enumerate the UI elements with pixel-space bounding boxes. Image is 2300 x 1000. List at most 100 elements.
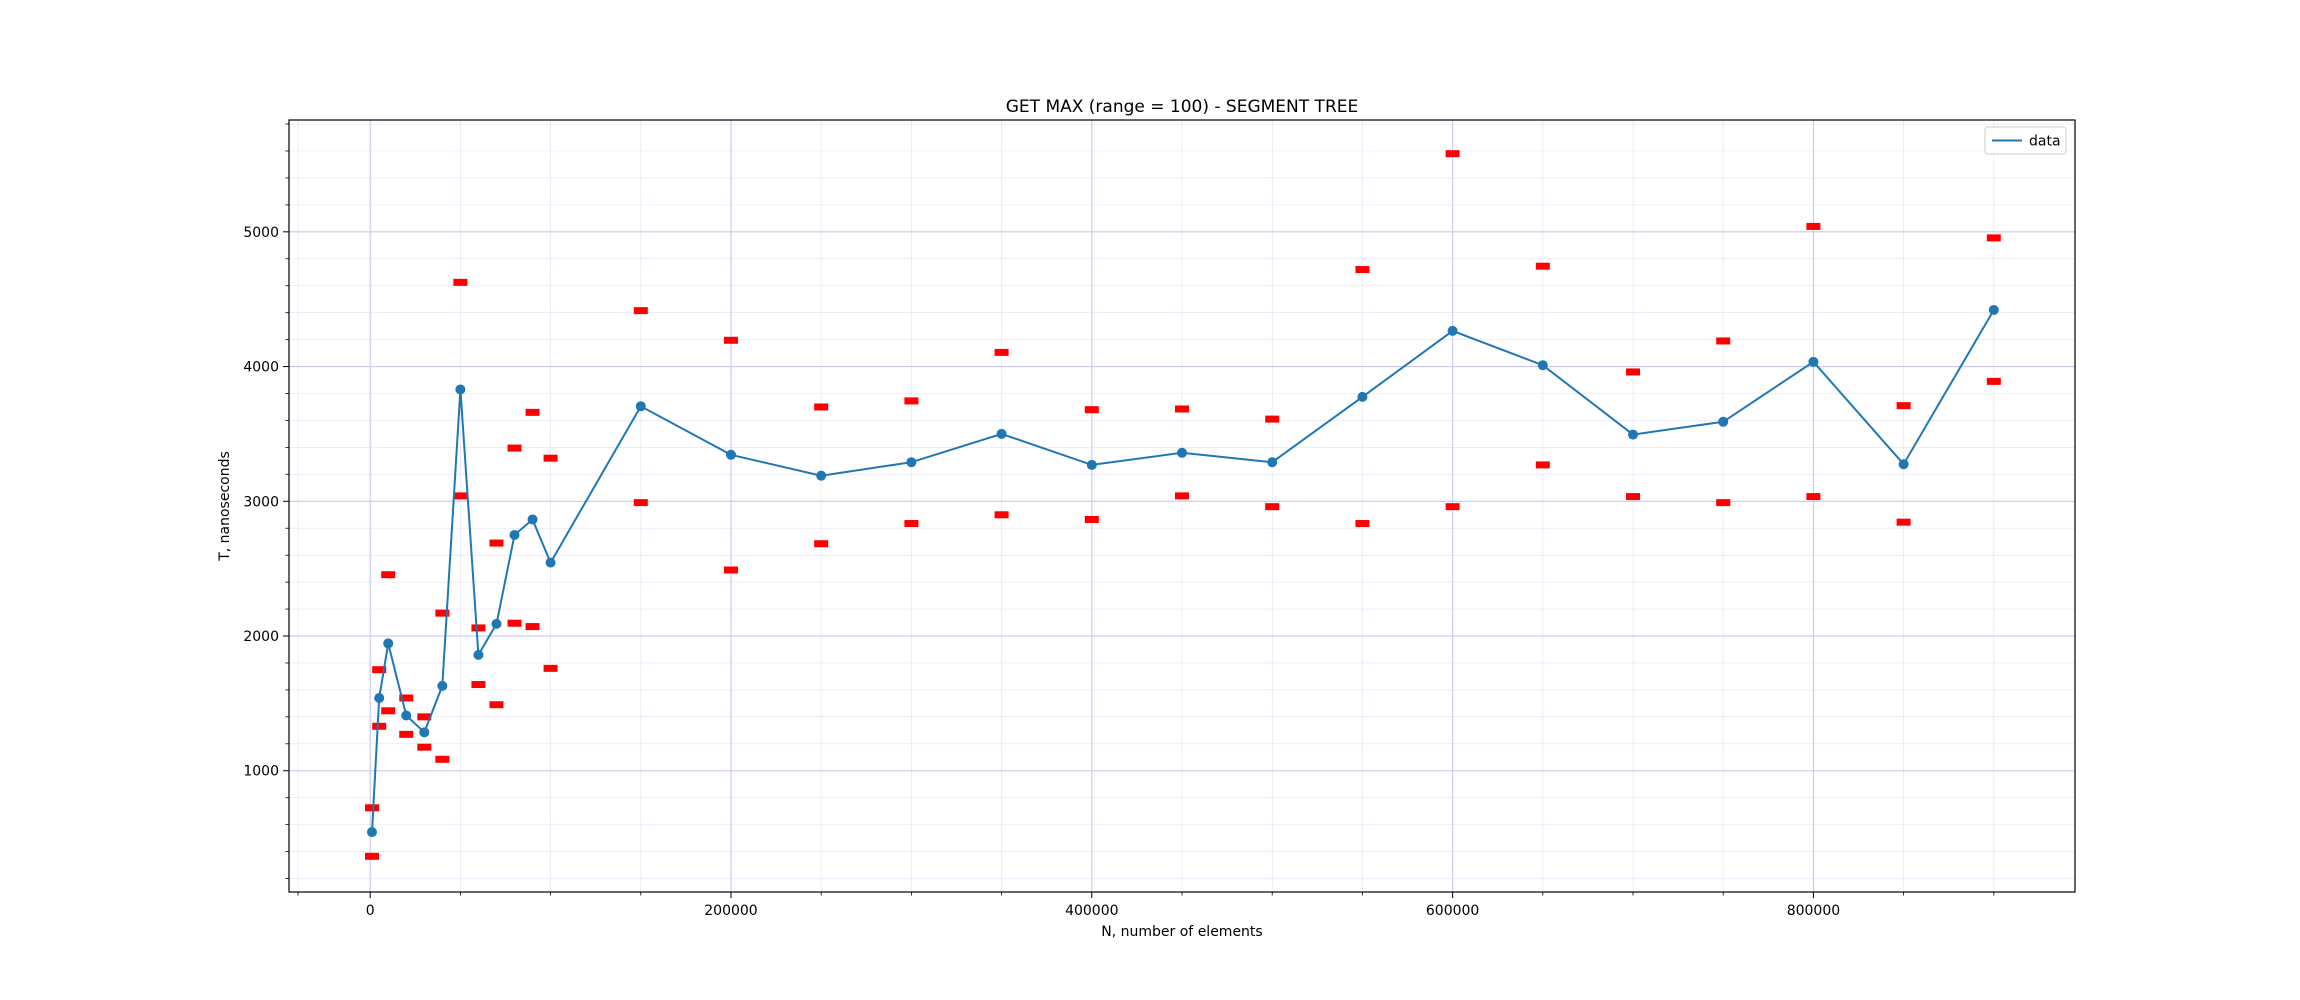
upper-bound-marker bbox=[525, 408, 540, 416]
upper-bound-marker bbox=[471, 624, 486, 632]
upper-bound-marker bbox=[453, 278, 468, 286]
data-point bbox=[491, 618, 502, 629]
legend-label: data bbox=[2029, 134, 2061, 150]
upper-bound-marker bbox=[417, 713, 432, 721]
data-point bbox=[509, 529, 520, 540]
x-axis-title: N, number of elements bbox=[1101, 924, 1262, 940]
data-point bbox=[473, 649, 484, 660]
upper-bound-marker bbox=[399, 694, 414, 702]
data-point bbox=[437, 680, 448, 691]
upper-bound-marker bbox=[1084, 406, 1099, 414]
data-point bbox=[1357, 391, 1368, 402]
x-tick-label: 800000 bbox=[1787, 903, 1840, 919]
upper-bound-marker bbox=[1806, 222, 1821, 230]
lower-bound-marker bbox=[1084, 515, 1099, 523]
upper-bound-marker bbox=[543, 454, 558, 462]
chart-title: GET MAX (range = 100) - SEGMENT TREE bbox=[1006, 97, 1358, 117]
axis-ticks: 0 200000 400000 600000 800000 1000 2000 3000 400… bbox=[243, 123, 1995, 919]
error-bounds bbox=[364, 150, 2001, 860]
data-point bbox=[1177, 447, 1187, 458]
data-point bbox=[401, 710, 412, 721]
data-point bbox=[1718, 416, 1729, 427]
data-point bbox=[725, 449, 736, 460]
lower-bound-marker bbox=[1535, 461, 1550, 469]
data-point bbox=[545, 557, 556, 568]
lower-bound-marker bbox=[1626, 493, 1641, 501]
data-point bbox=[455, 384, 466, 395]
upper-bound-marker bbox=[489, 539, 504, 547]
upper-bound-marker bbox=[1355, 266, 1370, 274]
y-tick-label: 2000 bbox=[243, 629, 279, 645]
upper-bound-marker bbox=[381, 571, 396, 579]
data-point bbox=[1988, 304, 1999, 315]
lower-bound-marker bbox=[1716, 499, 1731, 507]
y-tick-label: 4000 bbox=[243, 360, 279, 376]
legend-box bbox=[1984, 126, 2067, 155]
lower-bound-marker bbox=[814, 540, 829, 548]
upper-bound-marker bbox=[1716, 337, 1731, 345]
lower-bound-marker bbox=[1896, 518, 1911, 526]
data-point bbox=[527, 514, 538, 525]
lower-bound-marker bbox=[507, 619, 522, 627]
lower-bound-marker bbox=[417, 743, 432, 751]
y-tick-label: 5000 bbox=[243, 225, 279, 241]
plot-frame bbox=[288, 119, 2076, 893]
y-axis-title: T, nanoseconds bbox=[217, 451, 233, 562]
data-point bbox=[1267, 457, 1278, 468]
upper-bound-marker bbox=[1445, 150, 1460, 158]
lower-bound-marker bbox=[435, 755, 450, 763]
upper-bound-marker bbox=[1175, 405, 1189, 413]
data-point bbox=[1537, 360, 1548, 371]
upper-bound-marker bbox=[633, 307, 648, 315]
x-tick-label: 600000 bbox=[1426, 903, 1479, 919]
data-point bbox=[635, 401, 646, 412]
upper-bound-marker bbox=[1626, 368, 1641, 376]
data-point bbox=[996, 428, 1007, 439]
upper-bound-marker bbox=[1535, 262, 1550, 270]
lower-bound-marker bbox=[372, 722, 387, 730]
data-point bbox=[419, 727, 430, 738]
lower-bound-marker bbox=[399, 730, 414, 738]
upper-bound-marker bbox=[904, 397, 919, 405]
lower-bound-marker bbox=[994, 511, 1009, 519]
lower-bound-marker bbox=[381, 707, 396, 715]
upper-bound-marker bbox=[372, 666, 387, 674]
data-point bbox=[374, 692, 385, 703]
series-line bbox=[371, 309, 1995, 833]
x-tick-label: 200000 bbox=[704, 903, 757, 919]
upper-bound-marker bbox=[1896, 402, 1911, 410]
upper-bound-marker bbox=[435, 609, 450, 617]
lower-bound-marker bbox=[633, 499, 648, 507]
lower-bound-marker bbox=[904, 520, 919, 528]
data-point bbox=[816, 470, 827, 481]
lower-bound-marker bbox=[1355, 520, 1370, 528]
lower-bound-marker bbox=[723, 566, 738, 574]
data-point bbox=[366, 827, 377, 838]
data-point bbox=[1447, 325, 1458, 336]
upper-bound-marker bbox=[814, 403, 829, 411]
y-tick-label: 1000 bbox=[243, 764, 279, 780]
data-point bbox=[906, 457, 917, 468]
lower-bound-marker bbox=[1806, 493, 1821, 501]
data-point bbox=[383, 638, 394, 649]
lower-bound-marker bbox=[489, 701, 504, 709]
legend: data bbox=[1984, 126, 2067, 155]
lower-bound-marker bbox=[1265, 503, 1280, 511]
data-point bbox=[1808, 356, 1819, 367]
lower-bound-marker bbox=[364, 852, 379, 860]
x-tick-label: 0 bbox=[366, 903, 375, 919]
upper-bound-marker bbox=[1986, 234, 2001, 242]
upper-bound-marker bbox=[507, 444, 522, 452]
lower-bound-marker bbox=[471, 681, 486, 689]
data-point bbox=[1898, 459, 1909, 470]
y-tick-label: 3000 bbox=[243, 494, 279, 510]
data-point bbox=[1628, 429, 1639, 440]
lower-bound-marker bbox=[543, 664, 558, 672]
upper-bound-marker bbox=[723, 336, 738, 344]
data-point bbox=[1086, 459, 1097, 470]
lower-bound-marker bbox=[1986, 377, 2001, 385]
lower-bound-marker bbox=[1445, 503, 1460, 511]
upper-bound-marker bbox=[364, 804, 379, 812]
